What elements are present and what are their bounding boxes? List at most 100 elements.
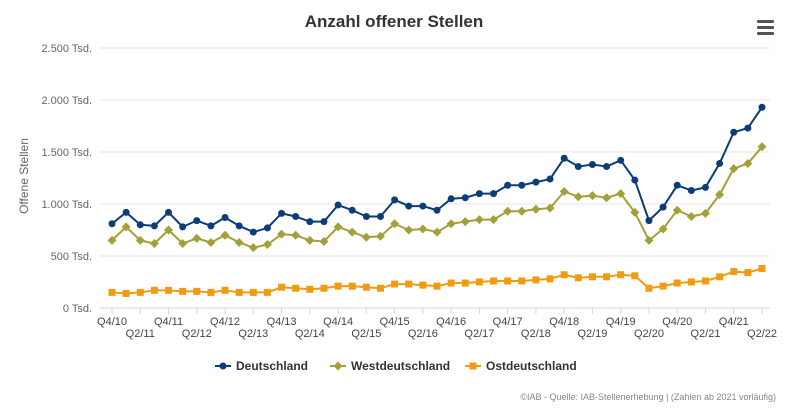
data-point-deutschland[interactable] [306, 218, 314, 226]
data-point-westdeutschland[interactable] [206, 237, 216, 247]
data-point-westdeutschland[interactable] [291, 230, 301, 240]
data-point-ostdeutschland[interactable] [447, 279, 455, 287]
data-point-deutschland[interactable] [758, 103, 766, 111]
data-point-deutschland[interactable] [518, 181, 526, 189]
data-point-deutschland[interactable] [179, 223, 187, 231]
data-point-westdeutschland[interactable] [460, 217, 470, 227]
data-point-ostdeutschland[interactable] [391, 280, 399, 288]
credits[interactable]: ©IAB - Quelle: IAB-Stellenerhebung | (Za… [520, 392, 776, 402]
legend-item-ostdeutschland[interactable]: Ostdeutschland [465, 359, 577, 373]
data-point-deutschland[interactable] [419, 202, 427, 210]
data-point-deutschland[interactable] [701, 183, 709, 191]
data-point-ostdeutschland[interactable] [631, 272, 639, 280]
data-point-deutschland[interactable] [235, 222, 243, 230]
data-point-deutschland[interactable] [405, 202, 413, 210]
data-point-deutschland[interactable] [320, 218, 328, 226]
data-point-westdeutschland[interactable] [121, 222, 131, 232]
data-point-deutschland[interactable] [362, 212, 370, 220]
data-point-deutschland[interactable] [588, 160, 596, 168]
data-point-deutschland[interactable] [532, 178, 540, 186]
data-point-deutschland[interactable] [631, 176, 639, 184]
data-point-ostdeutschland[interactable] [278, 283, 286, 291]
data-point-westdeutschland[interactable] [616, 189, 626, 199]
data-point-ostdeutschland[interactable] [320, 284, 328, 292]
data-point-ostdeutschland[interactable] [574, 274, 582, 282]
data-point-westdeutschland[interactable] [418, 224, 428, 234]
data-point-westdeutschland[interactable] [545, 203, 555, 213]
data-point-ostdeutschland[interactable] [560, 271, 568, 279]
data-point-ostdeutschland[interactable] [419, 281, 427, 289]
data-point-ostdeutschland[interactable] [716, 273, 724, 281]
data-point-westdeutschland[interactable] [149, 239, 159, 249]
data-point-westdeutschland[interactable] [220, 230, 230, 240]
data-point-ostdeutschland[interactable] [518, 277, 526, 285]
data-point-westdeutschland[interactable] [658, 224, 668, 234]
data-point-ostdeutschland[interactable] [306, 285, 314, 293]
data-point-westdeutschland[interactable] [277, 229, 287, 239]
data-point-deutschland[interactable] [108, 220, 116, 228]
data-point-deutschland[interactable] [659, 203, 667, 211]
data-point-deutschland[interactable] [687, 186, 695, 194]
data-point-ostdeutschland[interactable] [263, 288, 271, 296]
data-point-westdeutschland[interactable] [559, 187, 569, 197]
data-point-deutschland[interactable] [193, 217, 201, 225]
data-point-deutschland[interactable] [376, 212, 384, 220]
data-point-deutschland[interactable] [730, 128, 738, 136]
data-point-deutschland[interactable] [574, 163, 582, 171]
data-point-westdeutschland[interactable] [192, 233, 202, 243]
data-point-ostdeutschland[interactable] [405, 280, 413, 288]
data-point-ostdeutschland[interactable] [673, 279, 681, 287]
data-point-ostdeutschland[interactable] [475, 278, 483, 286]
data-point-westdeutschland[interactable] [305, 235, 315, 245]
data-point-westdeutschland[interactable] [700, 208, 710, 218]
data-point-westdeutschland[interactable] [404, 225, 414, 235]
data-point-ostdeutschland[interactable] [730, 268, 738, 276]
data-point-deutschland[interactable] [490, 190, 498, 198]
data-point-ostdeutschland[interactable] [362, 283, 370, 291]
data-point-westdeutschland[interactable] [164, 225, 174, 235]
data-point-westdeutschland[interactable] [743, 158, 753, 168]
data-point-ostdeutschland[interactable] [659, 282, 667, 290]
data-point-ostdeutschland[interactable] [687, 278, 695, 286]
data-point-deutschland[interactable] [278, 209, 286, 217]
data-point-ostdeutschland[interactable] [546, 275, 554, 283]
data-point-deutschland[interactable] [433, 206, 441, 214]
data-point-ostdeutschland[interactable] [221, 286, 229, 294]
data-point-ostdeutschland[interactable] [532, 276, 540, 284]
data-point-westdeutschland[interactable] [135, 235, 145, 245]
data-point-westdeutschland[interactable] [644, 235, 654, 245]
data-point-deutschland[interactable] [716, 159, 724, 167]
data-point-westdeutschland[interactable] [729, 164, 739, 174]
data-point-deutschland[interactable] [249, 228, 257, 236]
data-point-westdeutschland[interactable] [531, 204, 541, 214]
data-point-deutschland[interactable] [617, 156, 625, 164]
data-point-westdeutschland[interactable] [686, 211, 696, 221]
data-point-ostdeutschland[interactable] [122, 289, 130, 297]
data-point-ostdeutschland[interactable] [193, 287, 201, 295]
data-point-ostdeutschland[interactable] [490, 277, 498, 285]
data-point-ostdeutschland[interactable] [376, 284, 384, 292]
data-point-ostdeutschland[interactable] [207, 288, 215, 296]
data-point-deutschland[interactable] [122, 208, 130, 216]
data-point-westdeutschland[interactable] [361, 232, 371, 242]
data-point-deutschland[interactable] [461, 194, 469, 202]
data-point-westdeutschland[interactable] [503, 206, 513, 216]
data-point-ostdeutschland[interactable] [249, 288, 257, 296]
data-point-deutschland[interactable] [447, 195, 455, 203]
data-point-deutschland[interactable] [263, 224, 271, 232]
data-point-westdeutschland[interactable] [319, 236, 329, 246]
data-point-ostdeutschland[interactable] [136, 288, 144, 296]
data-point-deutschland[interactable] [348, 206, 356, 214]
data-point-ostdeutschland[interactable] [292, 284, 300, 292]
data-point-westdeutschland[interactable] [178, 239, 188, 249]
chart-menu-button[interactable] [752, 14, 778, 38]
data-point-deutschland[interactable] [504, 181, 512, 189]
data-point-westdeutschland[interactable] [333, 222, 343, 232]
data-point-deutschland[interactable] [292, 212, 300, 220]
data-point-westdeutschland[interactable] [248, 243, 258, 253]
data-point-deutschland[interactable] [165, 208, 173, 216]
data-point-deutschland[interactable] [391, 196, 399, 204]
data-point-ostdeutschland[interactable] [179, 287, 187, 295]
data-point-ostdeutschland[interactable] [165, 286, 173, 294]
data-point-westdeutschland[interactable] [446, 219, 456, 229]
